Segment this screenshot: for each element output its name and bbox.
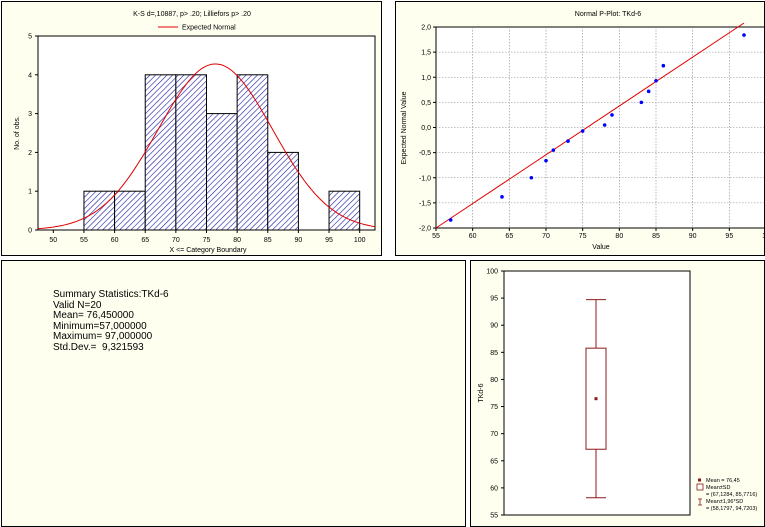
- pplot-point: [610, 113, 614, 117]
- x-tick-label: 55: [432, 233, 440, 240]
- summary-mean: Mean= 76,450000: [53, 310, 134, 321]
- x-tick-label: 95: [725, 233, 733, 240]
- summary-minimum: Minimum=57,000000: [53, 320, 147, 332]
- y-tick-label: -0,5: [419, 150, 431, 157]
- x-tick-label: 85: [652, 233, 660, 240]
- expected-normal-curve: [37, 63, 376, 230]
- pplot-point: [448, 218, 453, 222]
- histogram-bar: [175, 74, 207, 231]
- legend-mean-label: Mean = 76,45: [706, 478, 740, 484]
- legend-mean-marker: [698, 478, 701, 482]
- summary-valid-n: Valid N=20: [53, 299, 102, 311]
- x-axis-label: Value: [592, 244, 609, 251]
- histogram-bar: [144, 74, 177, 231]
- pplot-point: [742, 33, 746, 37]
- pplot-point: [654, 78, 658, 83]
- summary-title: Summary Statistics:TKd-6: [53, 289, 169, 300]
- histogram-bar: [267, 151, 299, 231]
- summary-maximum: Maximum= 97,000000: [53, 331, 153, 342]
- legend-whisker-label: Mean±1,96*SD: [706, 499, 743, 505]
- pplot-fit-line: [435, 22, 745, 229]
- pplot-point: [661, 63, 666, 68]
- histogram-chart: K-S d=,10887, p> .20; Lilliefors p> .20 E…: [14, 11, 376, 254]
- x-tick-label: 90: [689, 233, 697, 240]
- y-tick-label: 95: [490, 296, 498, 303]
- x-tick-label: 65: [505, 233, 513, 240]
- y-tick-label: 1,0: [421, 75, 431, 82]
- pplot-point: [500, 195, 504, 199]
- x-tick-label: 95: [325, 237, 333, 244]
- y-tick-label: 0,0: [421, 125, 431, 132]
- normal-pplot-chart: Normal P-Plot: TKd-6 55 60 65 70 75 80 85 90 95 10…: [401, 11, 765, 251]
- y-tick-label: 55: [490, 513, 498, 520]
- y-axis-label: TKd-6: [478, 383, 485, 402]
- pplot-point: [566, 139, 570, 143]
- x-tick-label: 10: [762, 233, 765, 240]
- y-tick-label: 100: [486, 269, 498, 276]
- legend-sd-range: = (67,1284, 85,7716): [706, 492, 757, 498]
- histogram-title: K-S d=,10887, p> .20; Lilliefors p> .20: [133, 11, 251, 18]
- x-tick-label: 90: [295, 237, 303, 244]
- y-tick-label: 0,5: [421, 100, 431, 107]
- x-tick-label: 75: [579, 233, 587, 240]
- y-tick-label: 1: [28, 189, 32, 196]
- y-tick-label: 1,5: [421, 50, 431, 57]
- y-tick-label: -1,5: [419, 200, 431, 207]
- mean-marker: [594, 397, 598, 401]
- histogram-bar: [114, 190, 146, 231]
- normal-pplot-panel: Normal P-Plot: TKd-6 55 60 65 70 75 80 85 90 95 10…: [395, 1, 765, 256]
- x-tick-label: 50: [49, 237, 57, 244]
- y-tick-label: 90: [490, 323, 498, 330]
- y-tick-label: 5: [28, 34, 32, 41]
- x-tick-label: 55: [80, 237, 88, 244]
- histogram-bar: [83, 190, 116, 231]
- y-tick-label: 3: [28, 111, 32, 118]
- pplot-point: [639, 100, 644, 105]
- summary-std-dev: Std.Dev.= 9,321593: [53, 341, 144, 353]
- x-tick-label: 70: [542, 233, 550, 240]
- y-tick-label: 75: [490, 404, 498, 411]
- legend-whisker-range: = (58,1797, 94,7203): [706, 506, 757, 512]
- pplot-point: [544, 158, 548, 163]
- y-tick-label: 2,0: [421, 25, 431, 32]
- summary-text: Summary Statistics:TKd-6 Valid N=20 Mean…: [53, 289, 169, 353]
- x-tick-label: 70: [172, 237, 180, 244]
- legend-sd-label: Mean±SD: [706, 485, 730, 491]
- boxplot-panel: 55 60 65 70 75 80 85 90 95 100 TKd-6 Mean = 76,45 Me…: [470, 260, 765, 527]
- summary-statistics-panel: Summary Statistics:TKd-6 Valid N=20 Mean…: [1, 260, 466, 527]
- y-tick-label: 70: [490, 431, 498, 438]
- y-tick-label: 60: [490, 485, 498, 492]
- legend-box-icon: [696, 483, 704, 491]
- histogram-panel: K-S d=,10887, p> .20; Lilliefors p> .20 E…: [1, 1, 382, 256]
- y-tick-label: -2,0: [419, 226, 431, 233]
- y-tick-label: 2: [28, 150, 32, 157]
- y-tick-label: 85: [490, 350, 498, 357]
- x-tick-label: 80: [615, 233, 623, 240]
- pplot-point: [646, 89, 651, 94]
- y-tick-label: 80: [490, 377, 498, 384]
- x-tick-label: 85: [264, 237, 272, 244]
- y-axis-label: Expected Normal Value: [401, 91, 408, 164]
- x-tick-label: 65: [141, 237, 149, 244]
- x-tick-label: 100: [354, 237, 366, 244]
- x-tick-label: 80: [233, 237, 241, 244]
- y-tick-label: -1,0: [419, 175, 431, 182]
- pplot-point: [580, 129, 585, 133]
- x-tick-label: 75: [203, 237, 211, 244]
- y-tick-label: 4: [28, 72, 32, 79]
- x-tick-label: 60: [469, 233, 477, 240]
- x-axis-label: X <= Category Boundary: [169, 247, 247, 254]
- histogram-bar: [206, 113, 238, 231]
- pplot-title: Normal P-Plot: TKd-6: [575, 11, 641, 18]
- pplot-point: [529, 175, 534, 180]
- legend-expected-normal-label: Expected Normal: [182, 25, 236, 32]
- pplot-point: [602, 123, 607, 127]
- y-tick-label: 65: [490, 458, 498, 465]
- y-axis-label: No. of obs.: [14, 116, 21, 150]
- histogram-bar: [236, 74, 269, 231]
- y-tick-label: 0: [28, 228, 32, 235]
- x-tick-label: 60: [111, 237, 119, 244]
- pplot-point: [551, 148, 556, 152]
